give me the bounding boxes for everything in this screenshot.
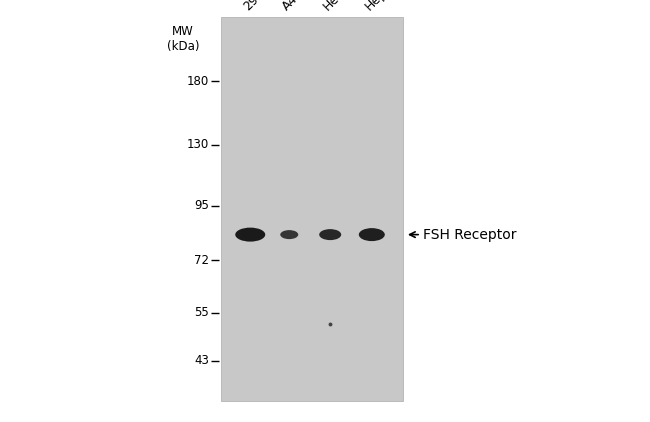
Bar xyxy=(221,17,403,401)
Text: A431: A431 xyxy=(280,0,312,13)
Ellipse shape xyxy=(319,229,341,240)
Text: MW
(kDa): MW (kDa) xyxy=(167,25,200,53)
Ellipse shape xyxy=(280,230,298,239)
Ellipse shape xyxy=(359,228,385,241)
Text: FSH Receptor: FSH Receptor xyxy=(423,227,517,242)
Text: 55: 55 xyxy=(194,306,209,319)
Text: 43: 43 xyxy=(194,354,209,367)
Ellipse shape xyxy=(235,227,265,242)
Text: 180: 180 xyxy=(187,75,209,87)
Text: 293T: 293T xyxy=(241,0,272,13)
Text: 95: 95 xyxy=(194,199,209,212)
Text: 72: 72 xyxy=(194,254,209,267)
Text: 130: 130 xyxy=(187,138,209,151)
Text: HeLa: HeLa xyxy=(321,0,353,13)
Text: HepG2: HepG2 xyxy=(363,0,402,13)
